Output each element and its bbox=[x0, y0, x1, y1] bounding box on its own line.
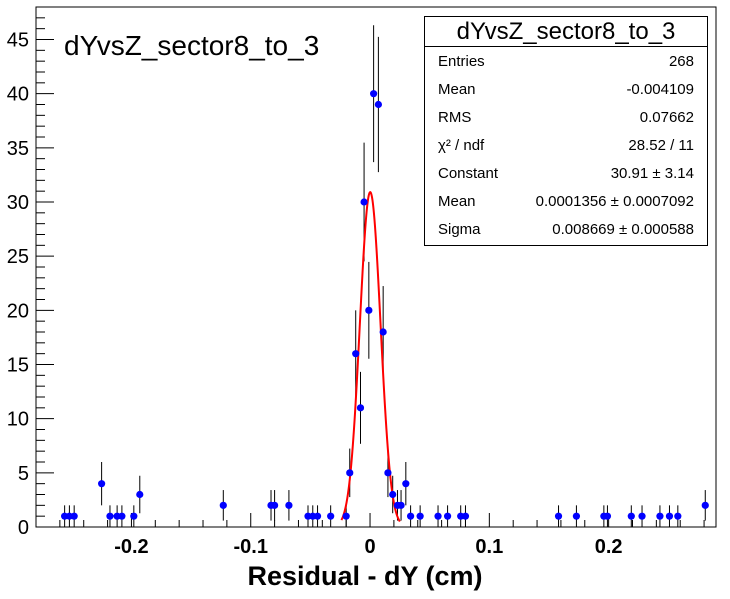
stats-row-chi2: χ² / ndf 28.52 / 11 bbox=[425, 131, 707, 159]
data-point bbox=[397, 501, 405, 509]
data-point bbox=[674, 512, 682, 520]
stats-key: χ² / ndf bbox=[438, 137, 485, 154]
y-tick-label: 25 bbox=[7, 246, 29, 268]
data-point bbox=[572, 512, 581, 520]
data-point bbox=[416, 512, 424, 520]
data-point bbox=[554, 512, 563, 520]
data-point bbox=[346, 469, 354, 477]
y-tick-label: 20 bbox=[7, 300, 29, 322]
y-tick-label: 0 bbox=[18, 517, 29, 539]
y-tick-label: 40 bbox=[7, 84, 29, 106]
tick-labels: -0.2 -0.1 0 0.1 0.2 0 5 10 15 20 25 30 35 40 45 bbox=[7, 30, 623, 559]
data-point bbox=[443, 512, 452, 520]
stats-value: 0.07662 bbox=[639, 109, 694, 126]
stats-value: -0.004109 bbox=[626, 81, 694, 98]
data-point bbox=[656, 512, 664, 520]
data-point bbox=[70, 512, 78, 520]
data-point bbox=[106, 512, 114, 520]
data-point bbox=[379, 328, 387, 336]
x-tick-label: -0.1 bbox=[234, 536, 268, 558]
y-tick-label: 35 bbox=[7, 138, 29, 160]
data-point bbox=[352, 350, 360, 358]
data-point bbox=[603, 512, 612, 520]
stats-row-fit-mean: Mean 0.0001356 ± 0.0007092 bbox=[425, 187, 707, 215]
data-point bbox=[638, 512, 646, 520]
stats-row-rms: RMS 0.07662 bbox=[425, 103, 707, 131]
data-point bbox=[130, 512, 138, 520]
stats-value: 268 bbox=[668, 53, 694, 70]
x-tick-label: 0 bbox=[364, 536, 375, 558]
stats-key: Mean bbox=[438, 193, 476, 210]
stats-key: Entries bbox=[438, 53, 485, 70]
data-point bbox=[313, 512, 322, 520]
stats-value: 30.91 ± 3.14 bbox=[610, 165, 694, 182]
data-point bbox=[327, 512, 335, 520]
stats-value: 0.008669 ± 0.000588 bbox=[552, 221, 694, 238]
y-tick-label: 15 bbox=[7, 355, 29, 377]
stats-row-constant: Constant 30.91 ± 3.14 bbox=[425, 159, 707, 187]
data-point bbox=[627, 512, 635, 520]
data-point bbox=[356, 404, 365, 412]
data-point bbox=[370, 90, 378, 98]
x-tick-label: 0.2 bbox=[595, 536, 623, 558]
data-point bbox=[389, 490, 397, 499]
x-tick-label: 0.1 bbox=[475, 536, 503, 558]
data-point bbox=[270, 501, 279, 509]
stats-box-title: dYvsZ_sector8_to_3 bbox=[425, 17, 707, 47]
data-point bbox=[461, 512, 470, 520]
data-point bbox=[434, 512, 442, 520]
stats-key: Mean bbox=[438, 81, 476, 98]
data-point bbox=[136, 490, 144, 499]
stats-row-sigma: Sigma 0.008669 ± 0.000588 bbox=[425, 215, 707, 243]
data-point bbox=[701, 501, 709, 509]
data-point bbox=[374, 100, 382, 109]
data-point bbox=[98, 480, 106, 488]
chart-title: dYvsZ_sector8_to_3 bbox=[64, 30, 320, 61]
stats-box: dYvsZ_sector8_to_3 Entries 268 Mean -0.0… bbox=[424, 16, 708, 246]
data-point bbox=[365, 306, 373, 314]
data-point bbox=[360, 198, 368, 206]
x-tick-label: -0.2 bbox=[114, 536, 148, 558]
stats-row-entries: Entries 268 bbox=[425, 47, 707, 75]
y-tick-label: 5 bbox=[18, 463, 29, 485]
stats-key: RMS bbox=[438, 109, 472, 126]
stats-value: 28.52 / 11 bbox=[628, 137, 694, 154]
y-tick-label: 30 bbox=[7, 192, 29, 214]
data-point bbox=[219, 501, 227, 509]
data-point bbox=[285, 501, 293, 509]
data-point bbox=[118, 512, 126, 520]
data-points bbox=[61, 90, 709, 520]
stats-value: 0.0001356 ± 0.0007092 bbox=[535, 193, 694, 210]
stats-key: Constant bbox=[438, 165, 499, 182]
stats-row-mean: Mean -0.004109 bbox=[425, 75, 707, 103]
data-point bbox=[342, 512, 350, 520]
data-point bbox=[665, 512, 674, 520]
data-point bbox=[402, 480, 410, 488]
x-axis-label: Residual - dY (cm) bbox=[247, 561, 483, 591]
data-point bbox=[384, 469, 392, 477]
y-tick-label: 10 bbox=[7, 409, 29, 431]
axes bbox=[35, 6, 717, 528]
y-tick-label: 45 bbox=[7, 30, 29, 52]
data-point bbox=[406, 512, 415, 520]
stats-key: Sigma bbox=[438, 221, 481, 238]
